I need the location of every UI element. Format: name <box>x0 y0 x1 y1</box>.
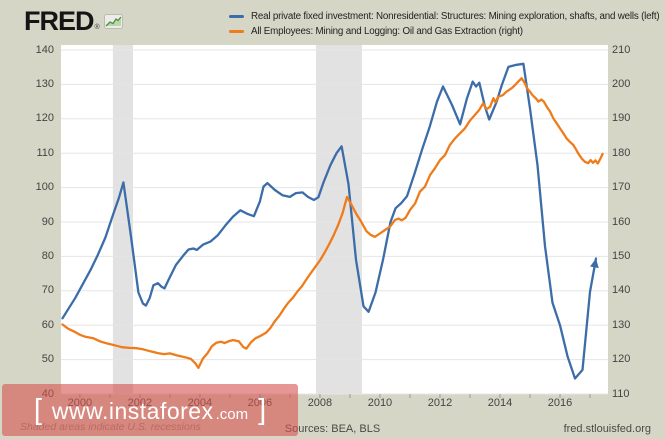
legend-swatch-blue <box>229 15 244 18</box>
y-axis-label-left: 60 <box>41 318 54 331</box>
y-axis-label-left: 90 <box>41 215 54 228</box>
y-axis-label-left: 50 <box>41 353 54 366</box>
legend-swatch-orange <box>229 30 244 33</box>
y-axis-label-right: 140 <box>612 284 631 297</box>
trend-arrowhead <box>590 258 599 269</box>
legend-item-employees: All Employees: Mining and Logging: Oil a… <box>229 24 659 39</box>
legend-label-employees: All Employees: Mining and Logging: Oil a… <box>251 26 523 37</box>
chart-legend: Real private fixed investment: Nonreside… <box>229 9 660 39</box>
registered-trademark: ® <box>94 24 100 31</box>
y-axis-label-right: 150 <box>612 249 631 262</box>
x-axis-label: 2016 <box>547 397 573 409</box>
y-axis-label-right: 190 <box>612 112 631 125</box>
y-axis-label-left: 140 <box>35 43 54 56</box>
y-axis-label-left: 110 <box>36 146 54 159</box>
instaforex-watermark: [ www.instaforex .com ] <box>2 384 298 436</box>
y-axis-label-left: 130 <box>35 77 54 90</box>
watermark-domain-text: www.instaforex <box>51 398 214 424</box>
y-axis-label-left: 80 <box>41 249 54 262</box>
fred-url-text: fred.stlouisfed.org <box>563 423 651 435</box>
y-axis-label-right: 170 <box>612 181 631 194</box>
x-axis-label: 2012 <box>427 397 453 409</box>
sources-text: Sources: BEA, BLS <box>284 423 381 435</box>
fred-sparkline-icon <box>103 14 123 34</box>
y-axis-label-right: 120 <box>612 353 631 366</box>
recession-band <box>112 45 134 394</box>
fred-logo-text: FRED <box>24 6 94 36</box>
x-axis-label: 2010 <box>367 397 393 409</box>
series-line-blue <box>61 62 598 380</box>
watermark-tld-text: .com <box>215 406 249 423</box>
series-line-orange <box>61 77 604 370</box>
y-axis-label-right: 160 <box>612 215 631 228</box>
fred-logo: FRED ® <box>24 6 123 36</box>
x-axis-label: 2014 <box>487 397 513 409</box>
y-axis-label-right: 180 <box>612 146 631 159</box>
y-axis-label-left: 70 <box>41 284 54 297</box>
y-axis-label-left: 100 <box>35 181 54 194</box>
x-axis-label: 2008 <box>307 397 333 409</box>
watermark-close-bracket: ] <box>258 394 267 426</box>
legend-label-investment: Real private fixed investment: Nonreside… <box>251 11 660 22</box>
y-axis-label-right: 200 <box>612 77 631 90</box>
y-axis-label-right: 130 <box>612 318 631 331</box>
watermark-open-bracket: [ <box>33 394 42 426</box>
legend-item-investment: Real private fixed investment: Nonreside… <box>229 9 660 24</box>
y-axis-label-right: 210 <box>612 43 631 56</box>
y-axis-label-left: 120 <box>35 112 54 125</box>
y-axis-label-right: 110 <box>612 387 630 400</box>
